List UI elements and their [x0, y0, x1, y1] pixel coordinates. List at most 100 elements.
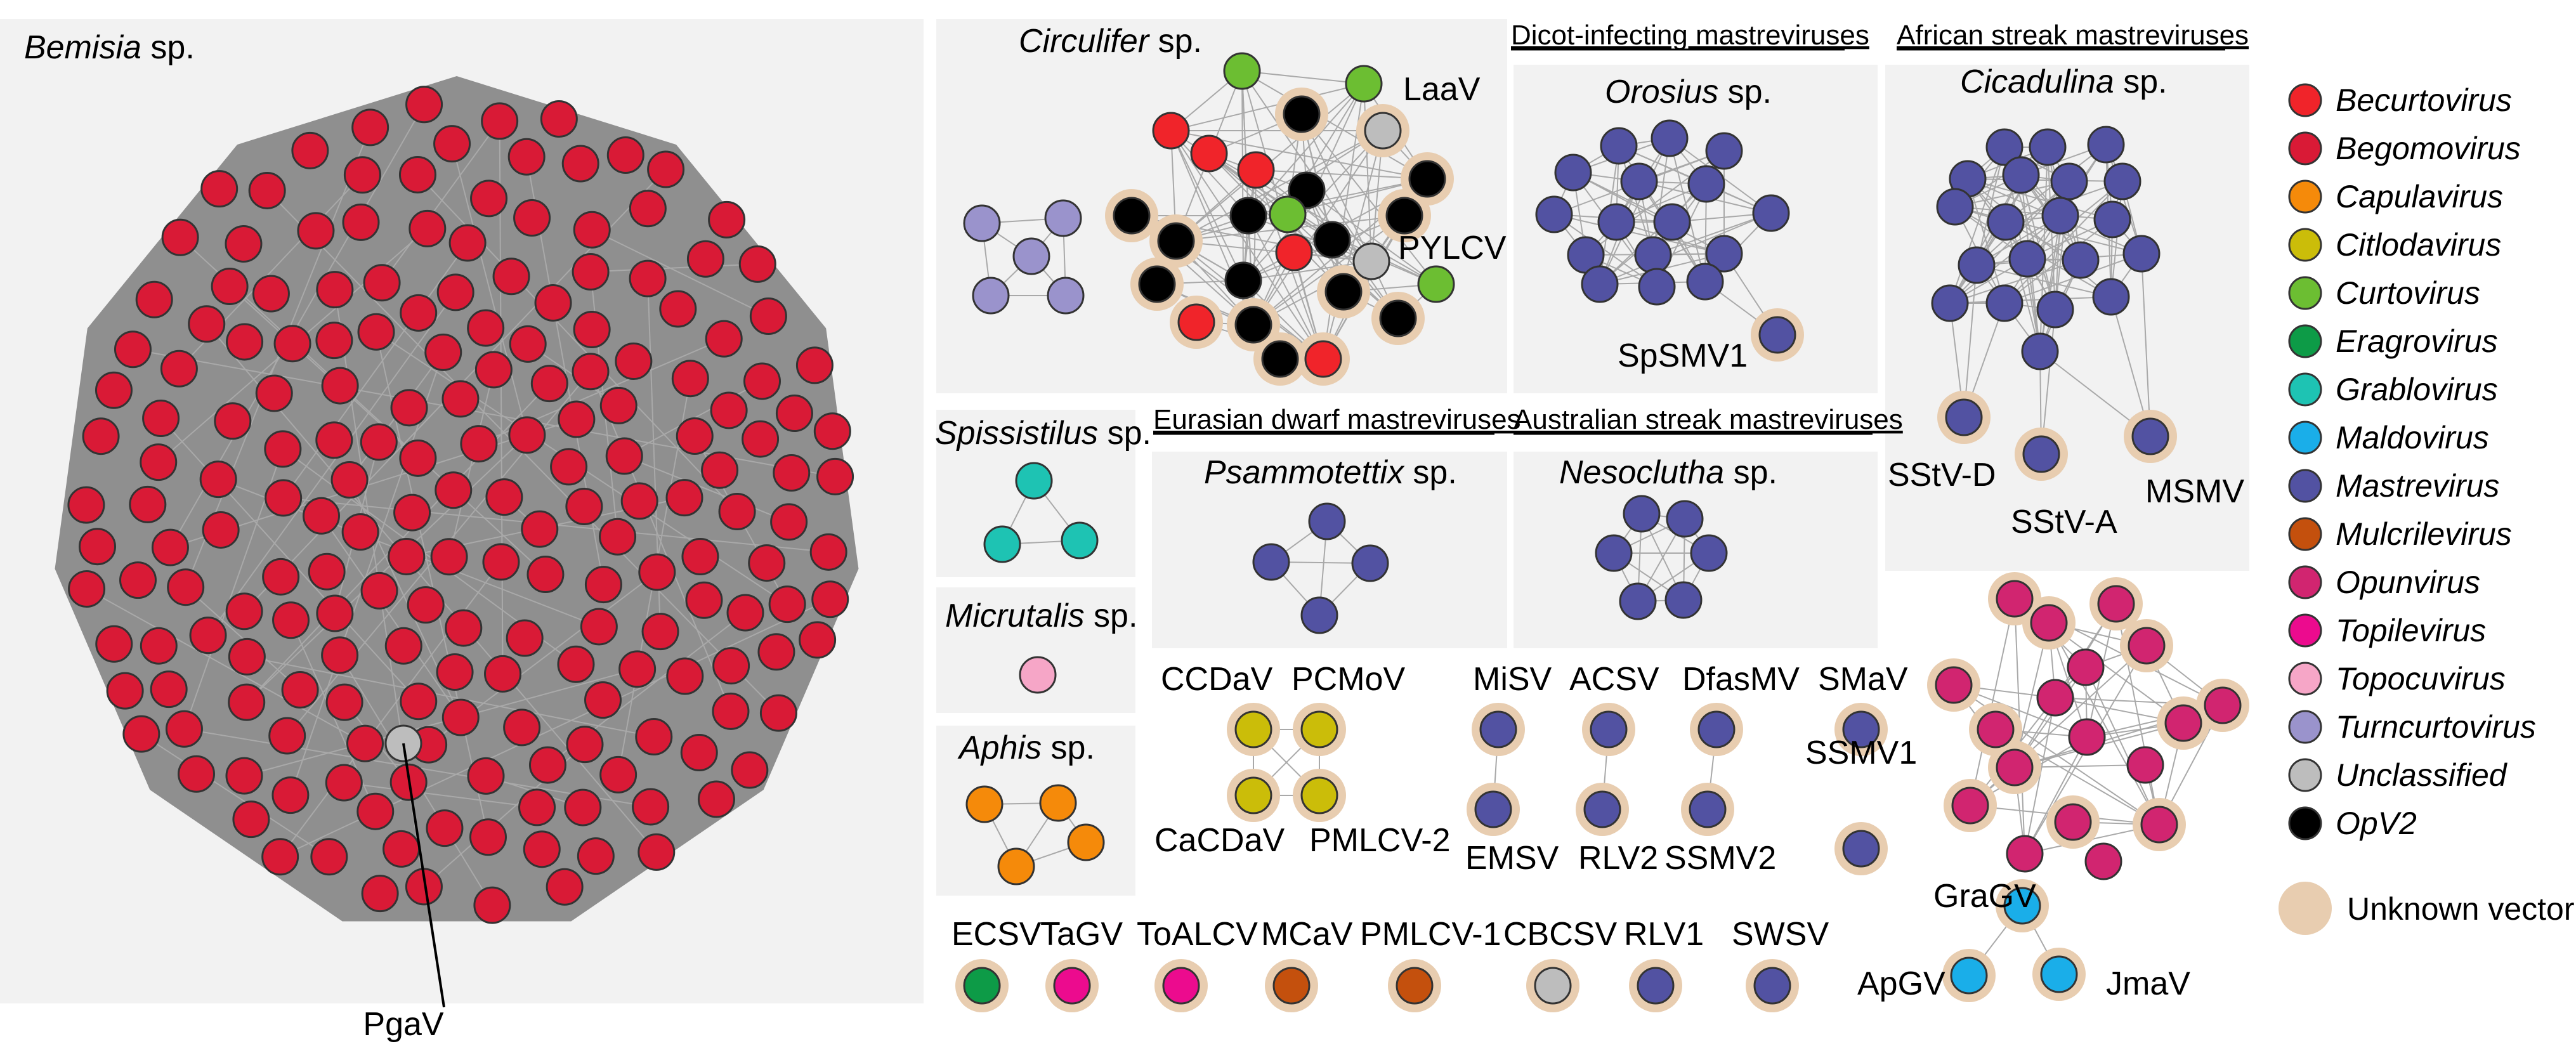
bemisia-node-113 [599, 518, 637, 556]
orosius-cluster-node-3 [1554, 153, 1592, 192]
citlodavirus-cluster-node-2 [1234, 776, 1272, 814]
turncurtovirus-cluster-node-3 [972, 277, 1010, 315]
orosius-cluster-node-4 [1620, 162, 1658, 200]
bemisia-edge-57 [381, 121, 500, 284]
bemisia-node-94 [534, 284, 572, 322]
bemisia-node-160 [140, 627, 178, 665]
opunvirus-cluster-edge-41 [2024, 736, 2088, 854]
circulifer-node-0 [1223, 52, 1261, 90]
circulifer-node-24 [1261, 340, 1299, 378]
label-cbcsv: CBCSV [1503, 916, 1617, 953]
cicadulina-cluster-edge-72 [2039, 215, 2061, 352]
circulifer-edge-73 [1248, 215, 1324, 360]
legend-label-topocuvirus: Topocuvirus [2336, 661, 2506, 696]
opunvirus-cluster-node-9 [2068, 718, 2106, 756]
rlv1-single-node-0 [1637, 967, 1675, 1005]
bemisia-edge-141 [282, 242, 468, 499]
bemisia-node-183 [388, 537, 426, 575]
bemisia-node-121 [759, 694, 797, 732]
bemisia-node-178 [813, 412, 851, 450]
legend-swatch-turncurtovirus [2288, 710, 2322, 744]
bemisia-node-190 [315, 322, 353, 360]
spissistilus-cluster-node-1 [983, 525, 1021, 563]
circulifer-edge-94 [1243, 261, 1372, 281]
bemisia-node-128 [95, 625, 133, 663]
label-rlv2: RLV2 [1578, 840, 1658, 877]
bemisia-node-180 [572, 252, 610, 291]
legend-swatch-becurtovirus [2288, 83, 2322, 117]
label-cacdav: CaCDaV [1154, 822, 1285, 859]
section-australian: Australian streak mastreviruses [1514, 404, 1903, 435]
bemisia-node-145 [445, 609, 483, 647]
bemisia-node-124 [291, 131, 329, 169]
bemisia-node-169 [773, 454, 811, 492]
bemisia-node-141 [448, 224, 487, 262]
bemisia-node-133 [566, 726, 604, 764]
bemisia-node-54 [228, 683, 266, 721]
bemisia-node-154 [321, 636, 359, 674]
legend-swatch-opv2 [2288, 806, 2322, 840]
bemisia-node-80 [384, 627, 422, 665]
bemisia-node-56 [748, 544, 786, 582]
aphis-cluster-node-3 [997, 847, 1035, 885]
bemisia-node-159 [697, 780, 735, 818]
legend-unknown-vector-label: Unknown vector [2347, 891, 2575, 927]
bemisia-node-116 [629, 259, 667, 297]
bemisia-node-15 [641, 613, 679, 651]
bemisia-node-78 [405, 86, 443, 124]
orosius-cluster-edge-40 [1553, 214, 1725, 254]
bemisia-node-34 [95, 371, 133, 409]
circulifer-node-16 [1352, 242, 1390, 280]
bemisia-node-164 [441, 380, 480, 418]
label-spsmv1: SpSMV1 [1618, 337, 1748, 374]
opunvirus-cluster-edge-4 [1970, 598, 2015, 806]
bemisia-node-89 [67, 486, 105, 524]
bemisia-node-60 [316, 271, 354, 309]
circulifer-node-22 [1234, 306, 1272, 344]
nesoclutha-title: Nesoclutha sp. [1559, 454, 1777, 491]
bemisia-node-90 [647, 150, 685, 188]
bemisia-node-46 [742, 420, 780, 458]
orosius-cluster-edge-5 [1618, 145, 1654, 256]
legend-swatch-capulavirus [2288, 180, 2322, 214]
bemisia-node-0 [430, 538, 468, 576]
cicadulina-cluster-edge-7 [1949, 147, 2005, 304]
label-emsv: EMSV [1465, 840, 1559, 877]
label-tagv: TaGV [1040, 916, 1123, 953]
bemisia-node-151 [361, 875, 399, 913]
bemisia-node-38 [255, 374, 293, 412]
legend-swatch-topilevirus [2288, 613, 2322, 648]
citlodavirus-cluster-node-0 [1234, 710, 1272, 748]
bemisia-node-12 [165, 710, 203, 748]
label-laav: LaaV [1403, 71, 1481, 108]
bemisia-node-96 [441, 698, 480, 736]
dfasmv-ssmv2-node-1 [1689, 790, 1727, 828]
opunvirus-cluster-node-1 [2030, 604, 2068, 642]
section-eurasian: Eurasian dwarf mastreviruses [1153, 404, 1521, 435]
bemisia-edge-147 [289, 352, 444, 795]
cicadulina-title: Cicadulina sp. [1960, 63, 2167, 100]
cicadulina-cluster-edge-57 [1954, 206, 2113, 220]
bemisia-node-7 [573, 211, 611, 249]
bemisia-node-170 [400, 294, 438, 332]
cicadulina-cluster-node-10 [2093, 200, 2131, 238]
nesoclutha-cluster-node-0 [1623, 495, 1661, 533]
aphis-cluster-node-0 [965, 785, 1004, 823]
bemisia-node-65 [297, 212, 335, 250]
orosius-cluster-node-9 [1752, 194, 1790, 232]
bemisia-node-13 [321, 367, 359, 405]
bemisia-node-64 [150, 670, 188, 709]
citlodavirus-cluster-node-3 [1300, 776, 1338, 814]
acsv-rlv2-node-1 [1583, 790, 1621, 828]
turncurtovirus-cluster-node-1 [1044, 199, 1082, 237]
legend-swatch-opunvirus [2288, 565, 2322, 599]
opunvirus-cluster-node-11 [2126, 746, 2164, 784]
bemisia-node-150 [330, 461, 369, 499]
ssmv1-node-0 [1842, 830, 1880, 868]
bemisia-node-114 [122, 715, 160, 753]
circulifer-node-23 [1379, 299, 1417, 337]
psammotettix-cluster-node-1 [1252, 543, 1290, 581]
label-msmv: MSMV [2145, 473, 2244, 510]
bemisia-edge-162 [591, 263, 758, 273]
bemisia-node-48 [473, 886, 511, 924]
